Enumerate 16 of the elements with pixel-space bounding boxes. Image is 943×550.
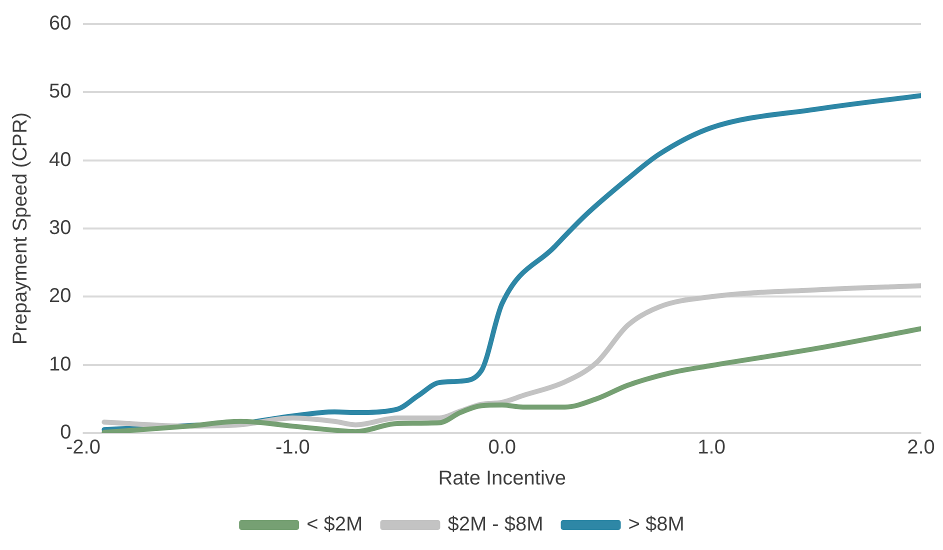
legend-label: > $8M — [628, 514, 684, 536]
y-tick-label: 30 — [48, 217, 72, 240]
y-tick-label: 50 — [48, 80, 72, 103]
legend-label: < $2M — [306, 514, 363, 536]
legend-label: $2M - $8M — [448, 514, 544, 536]
x-tick-label: 0.0 — [488, 436, 516, 459]
y-tick-label: 0 — [60, 422, 72, 444]
y-tick-label: 60 — [48, 12, 72, 35]
x-tick-label: 1.0 — [698, 436, 726, 459]
y-tick-label: 40 — [48, 148, 72, 171]
y-axis-title: Prepayment Speed (CPR) — [10, 112, 32, 345]
x-tick-label: 2.0 — [907, 436, 935, 459]
y-tick-label: 20 — [48, 285, 72, 308]
y-tick-label: 10 — [48, 353, 72, 376]
x-tick-label: -1.0 — [275, 436, 310, 459]
x-axis-title: Rate Incentive — [438, 468, 566, 490]
